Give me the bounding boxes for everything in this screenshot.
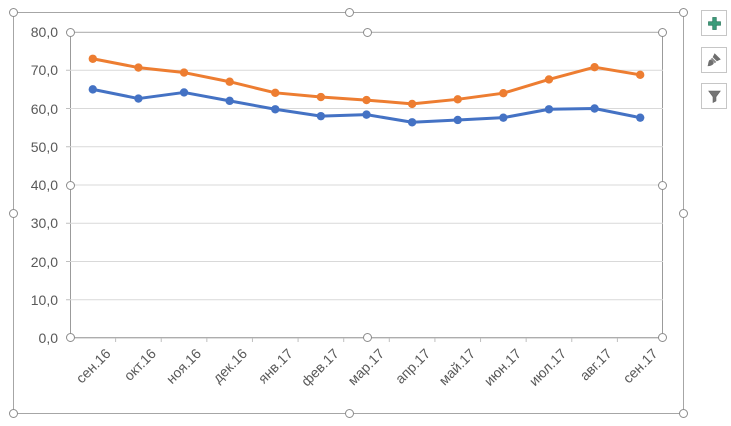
series-blue-marker	[179, 88, 189, 97]
series-blue-marker	[499, 113, 508, 122]
series-orange-marker	[179, 68, 189, 77]
series-blue-marker	[590, 104, 599, 113]
series-orange-marker	[635, 70, 645, 80]
y-axis-label: 80,0	[30, 24, 58, 40]
selection-handle[interactable]	[363, 333, 372, 342]
series-blue-marker	[635, 113, 645, 122]
selection-handle[interactable]	[658, 333, 667, 342]
series-orange-marker	[407, 99, 417, 109]
y-axis-label: 10,0	[30, 291, 58, 308]
selection-handle[interactable]	[9, 209, 18, 218]
series-blue-marker	[134, 94, 143, 103]
series-blue-marker	[271, 105, 280, 114]
selection-handle[interactable]	[345, 409, 354, 418]
selection-handle[interactable]	[658, 28, 667, 37]
selection-handle[interactable]	[66, 28, 75, 37]
selection-handle[interactable]	[658, 181, 667, 190]
series-blue-marker	[407, 118, 417, 127]
selection-handle[interactable]	[345, 8, 354, 17]
series-blue-marker	[316, 111, 326, 121]
series-orange-marker	[88, 54, 98, 63]
selection-handle[interactable]	[9, 409, 18, 418]
series-orange-marker	[544, 75, 554, 84]
selection-handle[interactable]	[363, 28, 372, 37]
selection-handle[interactable]	[9, 8, 18, 17]
selection-handle[interactable]	[679, 8, 688, 17]
series-orange-marker	[225, 77, 234, 86]
y-axis-label: 70,0	[30, 62, 58, 79]
series-orange-marker	[362, 95, 371, 105]
y-axis-label: 30,0	[30, 215, 58, 232]
series-blue-marker	[88, 85, 98, 94]
selection-handle[interactable]	[679, 409, 688, 418]
plus-icon	[707, 16, 721, 30]
series-blue-marker	[362, 110, 371, 119]
selection-handle[interactable]	[66, 181, 75, 190]
plot-area-selection-border[interactable]	[66, 28, 667, 342]
chart-styles-button[interactable]	[701, 47, 727, 73]
y-axis-label: 50,0	[30, 138, 58, 155]
paintbrush-icon	[707, 53, 721, 67]
series-blue-marker	[225, 96, 234, 106]
series-orange-marker	[453, 95, 462, 104]
y-axis-label: 0,0	[38, 330, 58, 346]
series-blue-marker	[453, 115, 462, 125]
series-orange-marker	[590, 62, 599, 72]
y-axis-label: 60,0	[30, 100, 58, 117]
series-blue-marker	[544, 105, 554, 114]
series-orange-marker	[499, 89, 508, 98]
funnel-icon	[707, 90, 721, 103]
series-orange-marker	[134, 63, 143, 72]
selection-handle[interactable]	[679, 209, 688, 218]
y-axis-label: 20,0	[30, 253, 58, 270]
selection-handle[interactable]	[66, 333, 75, 342]
series-orange-series[interactable]	[88, 54, 645, 109]
series-orange-marker	[316, 92, 326, 102]
chart-filters-button[interactable]	[701, 83, 727, 109]
chart-selection-border[interactable]	[9, 8, 688, 418]
y-axis-label: 40,0	[30, 177, 58, 193]
chart-elements-button[interactable]	[701, 10, 727, 36]
series-blue-series[interactable]	[88, 85, 645, 127]
series-orange-marker	[271, 88, 280, 98]
